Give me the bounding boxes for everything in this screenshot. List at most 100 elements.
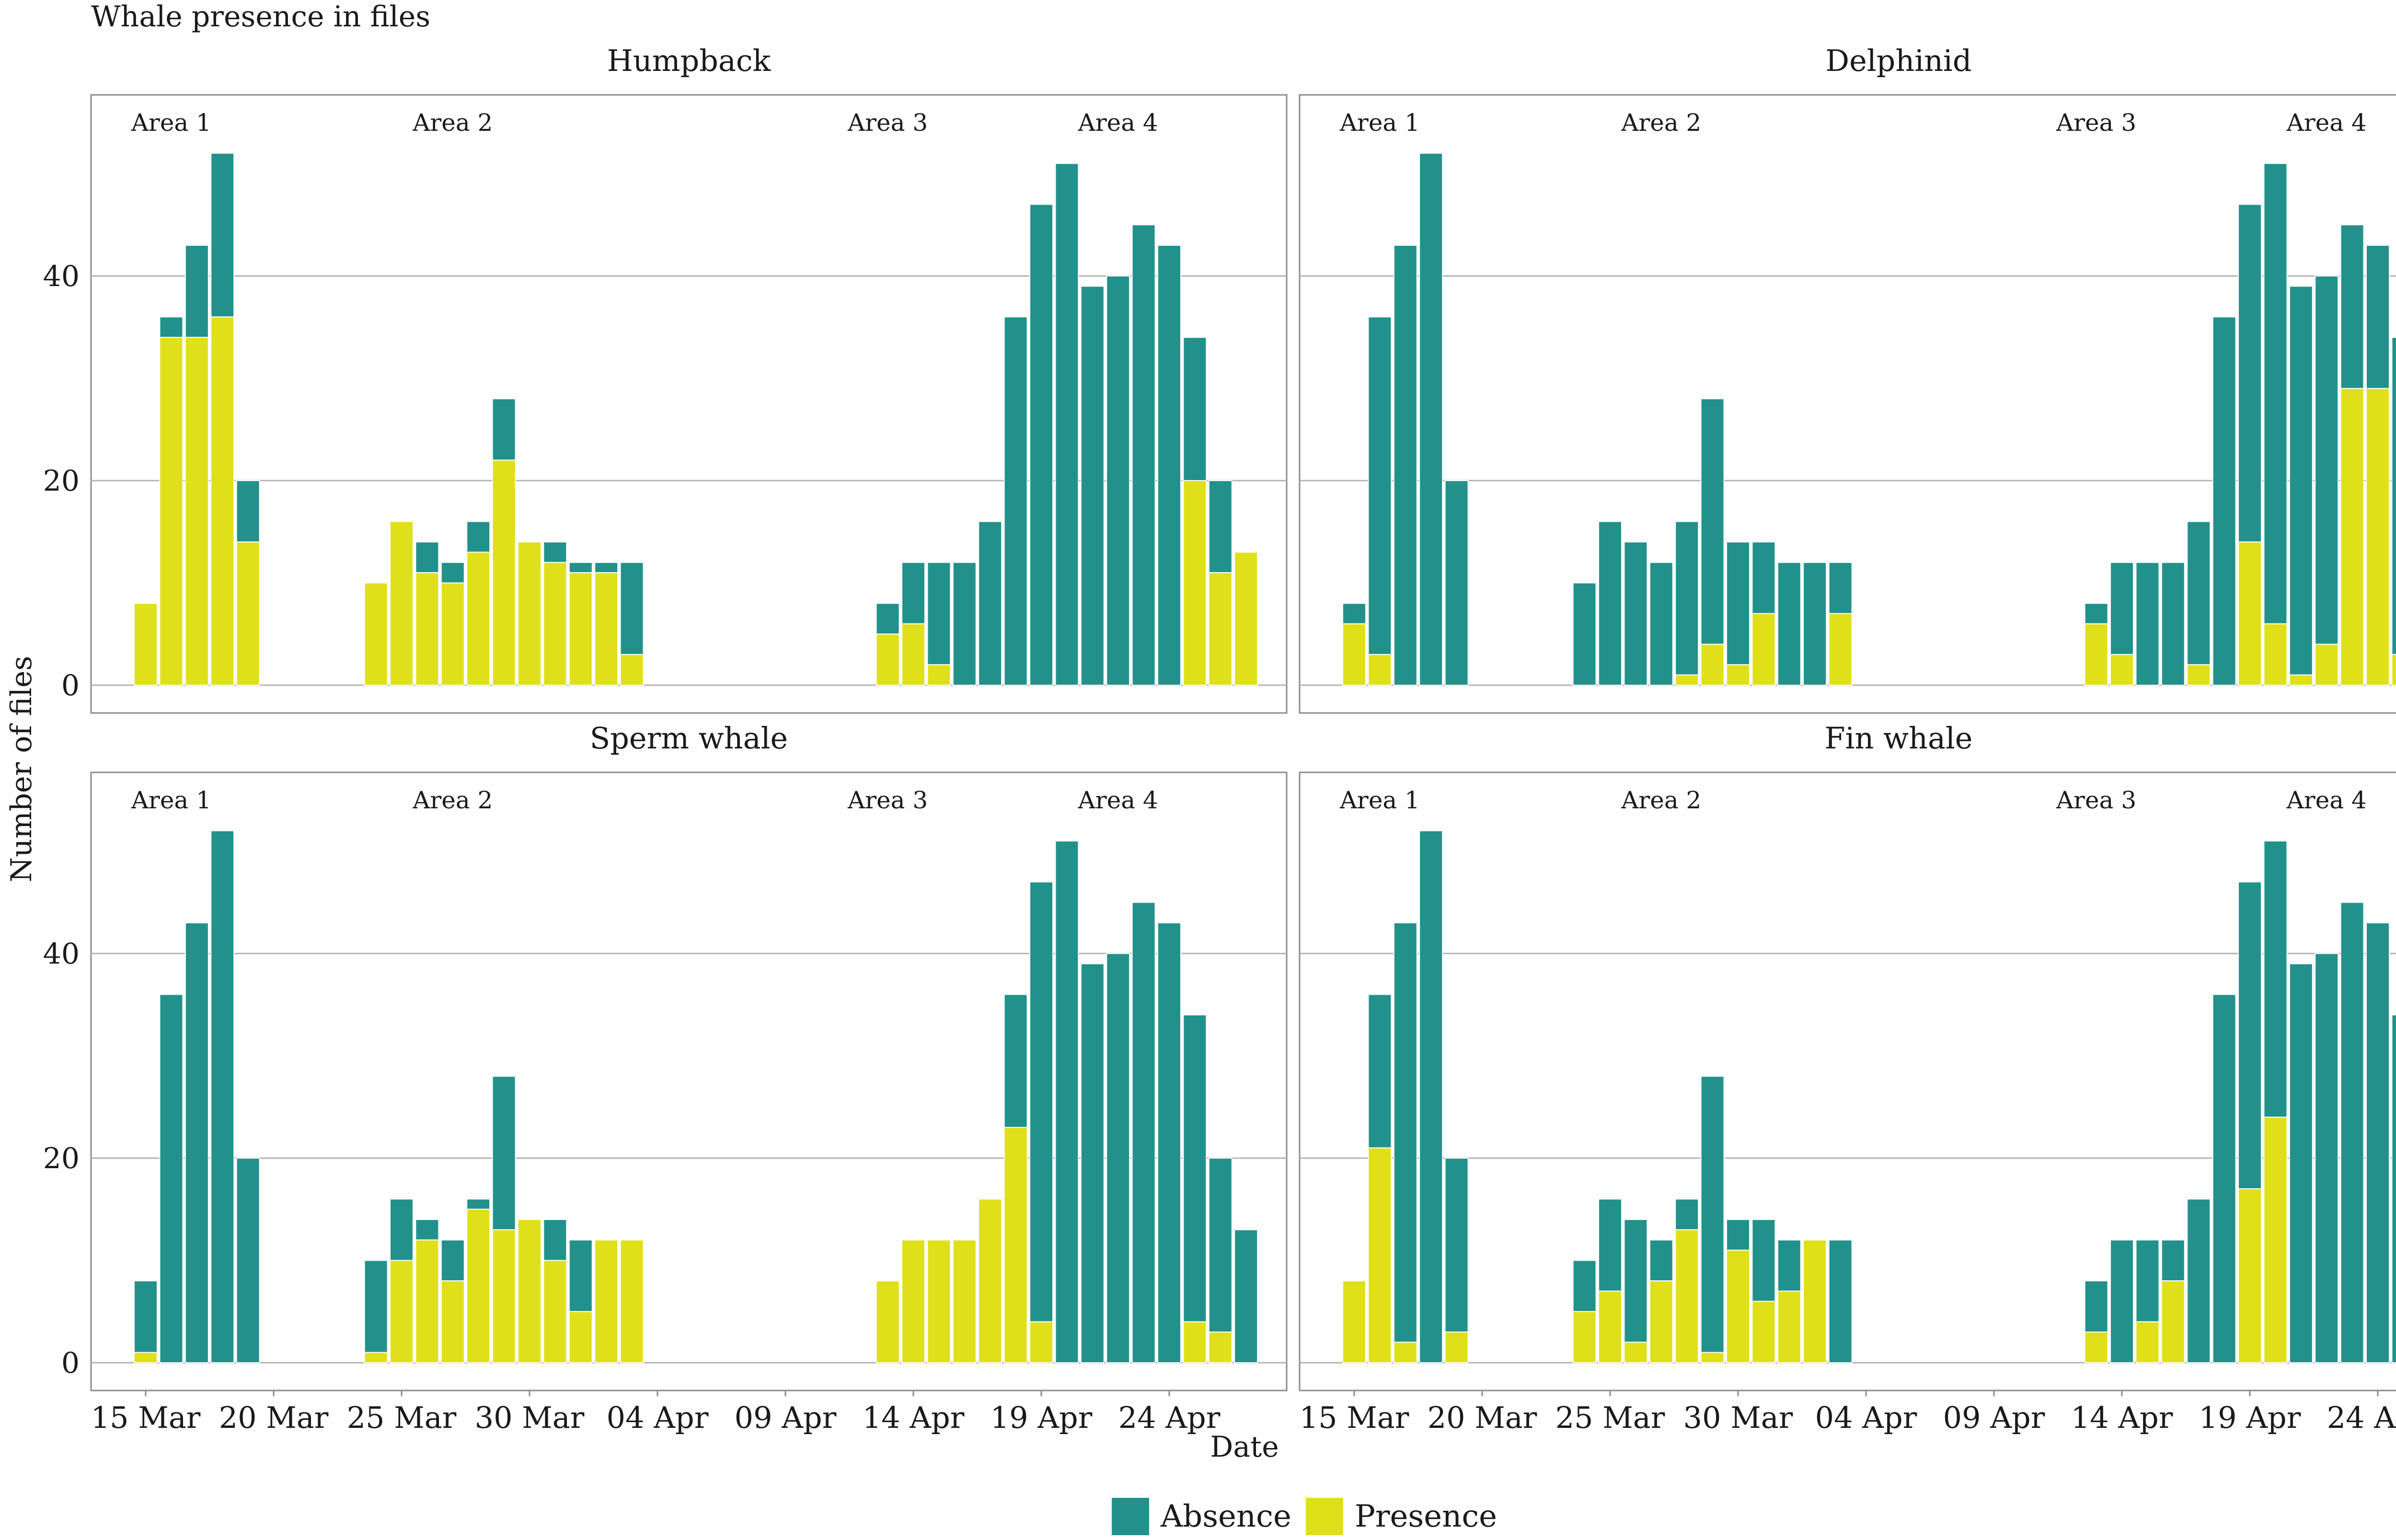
bar-presence xyxy=(440,1280,465,1363)
bar-presence xyxy=(2110,654,2134,686)
bar-absence xyxy=(159,994,184,1363)
bar-presence xyxy=(2263,1116,2288,1364)
bar-absence xyxy=(1828,562,1853,614)
bar-presence xyxy=(1444,1331,1469,1363)
bar-absence xyxy=(1003,994,1028,1128)
x-tick-label: 04 Apr xyxy=(607,1400,709,1435)
bar-presence xyxy=(1208,572,1233,686)
bar-presence xyxy=(1003,1126,1028,1363)
area-label: Area 4 xyxy=(1078,786,1158,814)
bar-presence xyxy=(543,562,567,686)
bar-presence xyxy=(1183,1321,1207,1364)
bar-absence xyxy=(1598,521,1622,686)
bar-presence xyxy=(1208,1331,1233,1363)
area-label: Area 1 xyxy=(1339,786,1420,814)
bar-absence xyxy=(184,922,209,1363)
legend: Absence Presence xyxy=(1112,1497,1497,1536)
bar-absence xyxy=(594,562,619,574)
bar-absence xyxy=(2135,562,2160,686)
bar-absence xyxy=(1003,316,1028,686)
bar-absence xyxy=(1751,541,1776,614)
bar-absence xyxy=(2340,224,2364,389)
bar-absence xyxy=(543,1219,567,1261)
bar-absence xyxy=(1055,163,1079,686)
area-label: Area 3 xyxy=(2056,109,2136,137)
bar-absence xyxy=(568,562,593,574)
bar-absence xyxy=(1080,286,1105,686)
bar-absence xyxy=(134,1280,158,1353)
bar-absence xyxy=(1803,562,1827,686)
bar-presence xyxy=(364,582,388,686)
bar-presence xyxy=(1751,1300,1776,1363)
bar-presence xyxy=(875,1280,900,1363)
x-tick-label: 25 Mar xyxy=(1555,1400,1665,1435)
bar-presence xyxy=(2238,1188,2262,1364)
bar-presence xyxy=(543,1260,567,1363)
chart-title: Whale presence in files xyxy=(91,0,430,34)
area-label: Area 1 xyxy=(131,786,211,814)
x-tick-label: 04 Apr xyxy=(1815,1400,1917,1435)
panel-sperm-whale: Sperm whale 0 20 40 Area 1 Area 2 Area 3 Area 4… xyxy=(43,721,1288,1435)
bar-absence xyxy=(1675,521,1699,676)
bar-absence xyxy=(543,541,567,563)
bar-absence xyxy=(1649,1239,1673,1282)
bar-presence xyxy=(134,603,158,686)
bar-absence xyxy=(440,1239,465,1282)
bar-presence xyxy=(1342,1280,1366,1363)
x-axis-label: Date xyxy=(1210,1430,1279,1464)
bar-absence xyxy=(184,244,209,338)
bar-absence xyxy=(2187,521,2211,666)
bar-presence xyxy=(1183,480,1207,686)
y-tick-label: 40 xyxy=(43,260,80,293)
bar-presence xyxy=(594,1239,619,1364)
bar-absence xyxy=(210,152,235,318)
bar-absence xyxy=(1828,1239,1853,1364)
bar-presence xyxy=(1726,664,1750,686)
bar-absence xyxy=(2366,244,2390,389)
bar-presence xyxy=(1624,1342,1648,1364)
bar-presence xyxy=(1572,1311,1597,1363)
bar-presence xyxy=(1675,674,1699,686)
bar-absence xyxy=(2340,902,2364,1363)
x-tick-label: 24 Apr xyxy=(1118,1400,1221,1435)
bar-absence xyxy=(1751,1219,1776,1302)
area-label: Area 4 xyxy=(1078,109,1158,137)
y-tick-label: 0 xyxy=(61,1346,80,1380)
bar-presence xyxy=(134,1352,158,1363)
legend-label-presence: Presence xyxy=(1354,1499,1498,1534)
bar-presence xyxy=(594,572,619,686)
x-tick-label: 15 Mar xyxy=(91,1400,201,1435)
area-label: Area 1 xyxy=(1339,109,1420,137)
bar-presence xyxy=(2135,1321,2160,1364)
x-tick-label: 30 Mar xyxy=(1683,1400,1793,1435)
panel-fin-whale: Fin whale Area 1 Area 2 Area 3 Area 4 15 Mar 2… xyxy=(1299,721,2396,1435)
x-tick-label: 24 Apr xyxy=(2327,1400,2396,1435)
x-tick-label: 25 Mar xyxy=(347,1400,457,1435)
bar-absence xyxy=(1080,963,1105,1363)
bar-absence xyxy=(875,603,900,635)
bar-presence xyxy=(210,316,235,686)
bar-presence xyxy=(2187,664,2211,686)
bar-absence xyxy=(1700,398,1725,645)
bar-absence xyxy=(1777,1239,1801,1292)
area-label: Area 2 xyxy=(412,109,493,137)
bar-presence xyxy=(466,552,491,686)
bar-absence xyxy=(1624,1219,1648,1343)
bar-absence xyxy=(1157,244,1181,686)
bar-absence xyxy=(236,1158,260,1363)
bar-absence xyxy=(1055,840,1079,1363)
bar-presence xyxy=(1726,1250,1750,1363)
bar-presence xyxy=(390,521,414,686)
bar-absence xyxy=(1700,1076,1725,1353)
x-tick-label: 20 Mar xyxy=(219,1400,329,1435)
bar-presence xyxy=(364,1352,388,1363)
bar-absence xyxy=(440,562,465,584)
bar-presence xyxy=(184,337,209,686)
bar-absence xyxy=(1444,1158,1469,1333)
bar-presence xyxy=(568,1311,593,1363)
bar-absence xyxy=(1183,1014,1207,1322)
bar-absence xyxy=(1208,1158,1233,1333)
panel-delphinid: Delphinid Area 1 Area 2 Area 3 Area 4 xyxy=(1299,43,2396,714)
bar-presence xyxy=(1700,1352,1725,1363)
bar-absence xyxy=(1342,603,1366,624)
